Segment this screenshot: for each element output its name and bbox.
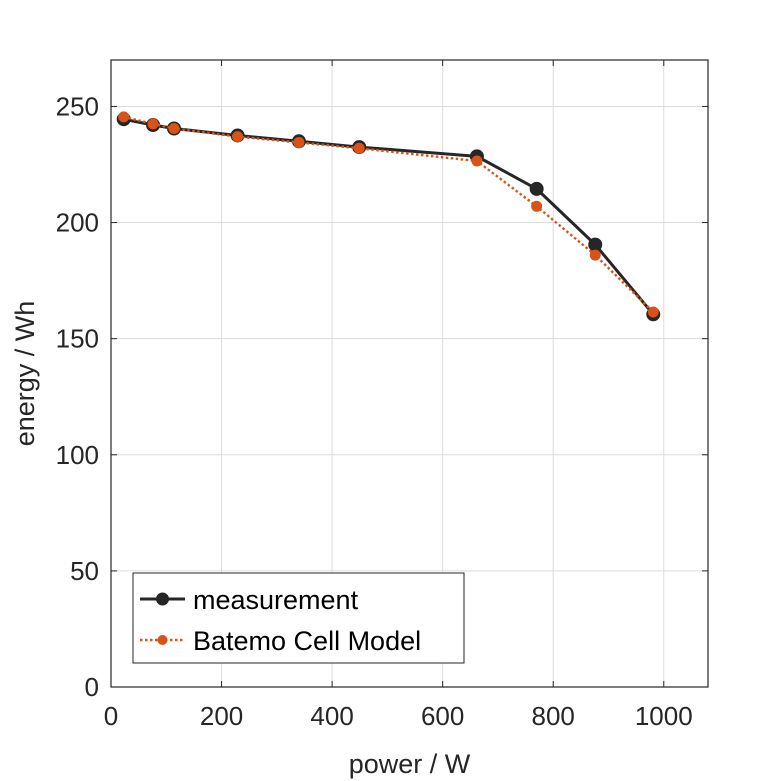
data-point-batemo-cell-model [589, 249, 601, 261]
legend: measurement Batemo Cell Model [132, 572, 465, 664]
y-tick-label: 0 [85, 672, 99, 702]
legend-box [132, 572, 465, 664]
data-point-batemo-cell-model [147, 118, 159, 130]
x-tick-label: 1000 [635, 701, 693, 731]
data-point-batemo-cell-model [293, 136, 305, 148]
plot-frame [110, 59, 709, 688]
legend-marker-batemo-cell-model [157, 635, 168, 645]
y-axis-label: energy / Wh [10, 301, 40, 447]
series-layer [116, 111, 661, 322]
data-point-batemo-cell-model [471, 155, 483, 167]
series-line-batemo-cell-model [123, 115, 655, 313]
data-point-batemo-cell-model [531, 200, 543, 212]
x-tick-label: 400 [310, 701, 353, 731]
legend-marker-measurement [156, 592, 169, 606]
legend-label-batemo-cell-model: Batemo Cell Model [193, 626, 421, 656]
data-point-batemo-cell-model [647, 306, 659, 318]
y-tick-label: 50 [70, 556, 99, 586]
data-point-measurement [529, 181, 544, 196]
y-tick-label: 150 [56, 324, 99, 354]
data-point-batemo-cell-model [232, 131, 244, 143]
data-point-batemo-cell-model [168, 123, 180, 135]
y-tick-label: 250 [56, 91, 99, 121]
series-batemo-cell-model [118, 111, 659, 318]
x-axis-label: power / W [349, 749, 471, 779]
y-axis-ticks: 0 50 100 150 200 250 [56, 91, 708, 702]
y-tick-label: 100 [56, 440, 99, 470]
legend-label-measurement: measurement [193, 585, 359, 615]
data-point-measurement [588, 237, 603, 252]
y-tick-label: 200 [56, 208, 99, 238]
data-point-batemo-cell-model [118, 111, 130, 123]
x-tick-label: 0 [104, 701, 118, 731]
x-tick-label: 800 [532, 701, 575, 731]
x-axis-ticks: 0 200 400 600 800 1000 [104, 60, 693, 731]
x-tick-label: 200 [200, 701, 243, 731]
data-point-batemo-cell-model [353, 142, 365, 154]
x-tick-label: 600 [421, 701, 464, 731]
